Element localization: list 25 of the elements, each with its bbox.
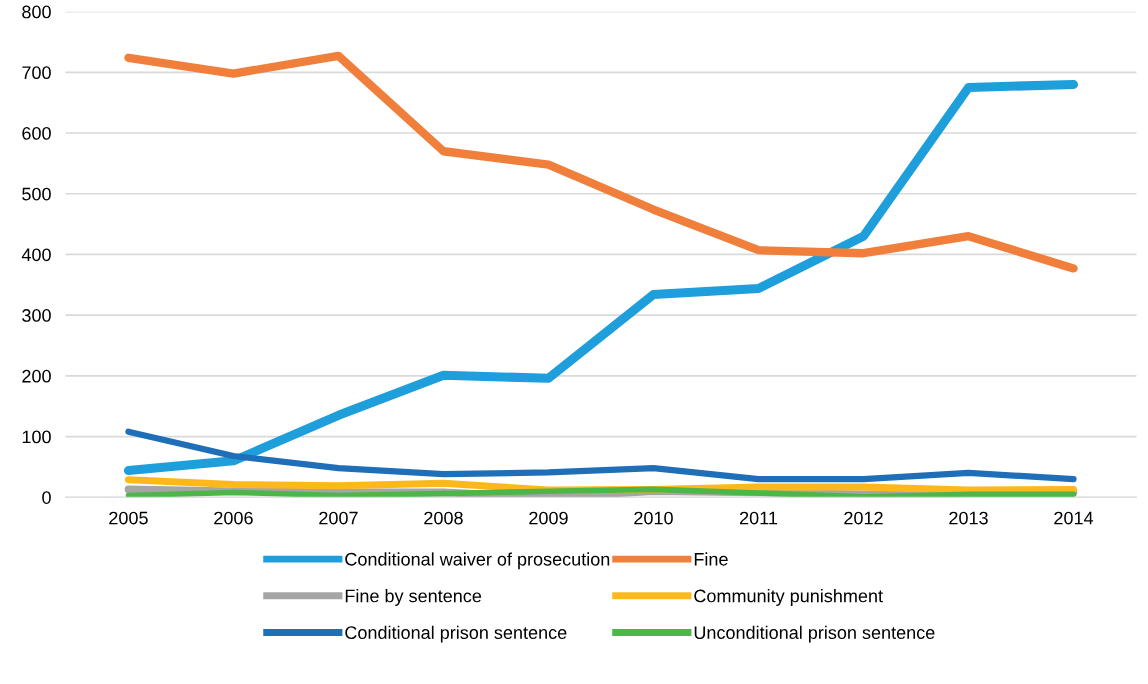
y-tick-label: 300 [22, 309, 51, 322]
x-tick-label: 2012 [844, 511, 883, 525]
legend-label: Fine [694, 552, 728, 566]
x-tick-label: 2008 [424, 511, 463, 525]
legend-label: Conditional prison sentence [345, 625, 567, 643]
x-tick-label: 2005 [109, 511, 148, 525]
y-tick-label: 0 [42, 491, 51, 504]
y-tick-label: 700 [22, 66, 51, 80]
y-tick-label: 200 [22, 369, 51, 383]
y-tick-label: 400 [21, 248, 51, 262]
x-tick-label: 2013 [949, 511, 988, 525]
x-tick-label: 2006 [214, 511, 253, 525]
y-tick-label: 100 [22, 430, 51, 444]
x-tick-label: 2010 [634, 511, 673, 525]
x-tick-label: 2014 [1054, 511, 1094, 525]
legend-label: Community punishment [694, 589, 883, 606]
y-tick-label: 500 [22, 187, 51, 201]
legend-label: Conditional waiver of prosecution [345, 552, 610, 570]
legend-label: Fine by sentence [345, 589, 482, 606]
y-tick-label: 800 [22, 5, 51, 19]
legend-label: Unconditional prison sentence [694, 625, 935, 643]
x-tick-label: 2009 [529, 511, 568, 525]
x-tick-label: 2011 [739, 511, 778, 525]
x-tick-label: 2007 [319, 511, 358, 525]
y-tick-label: 600 [22, 126, 51, 140]
